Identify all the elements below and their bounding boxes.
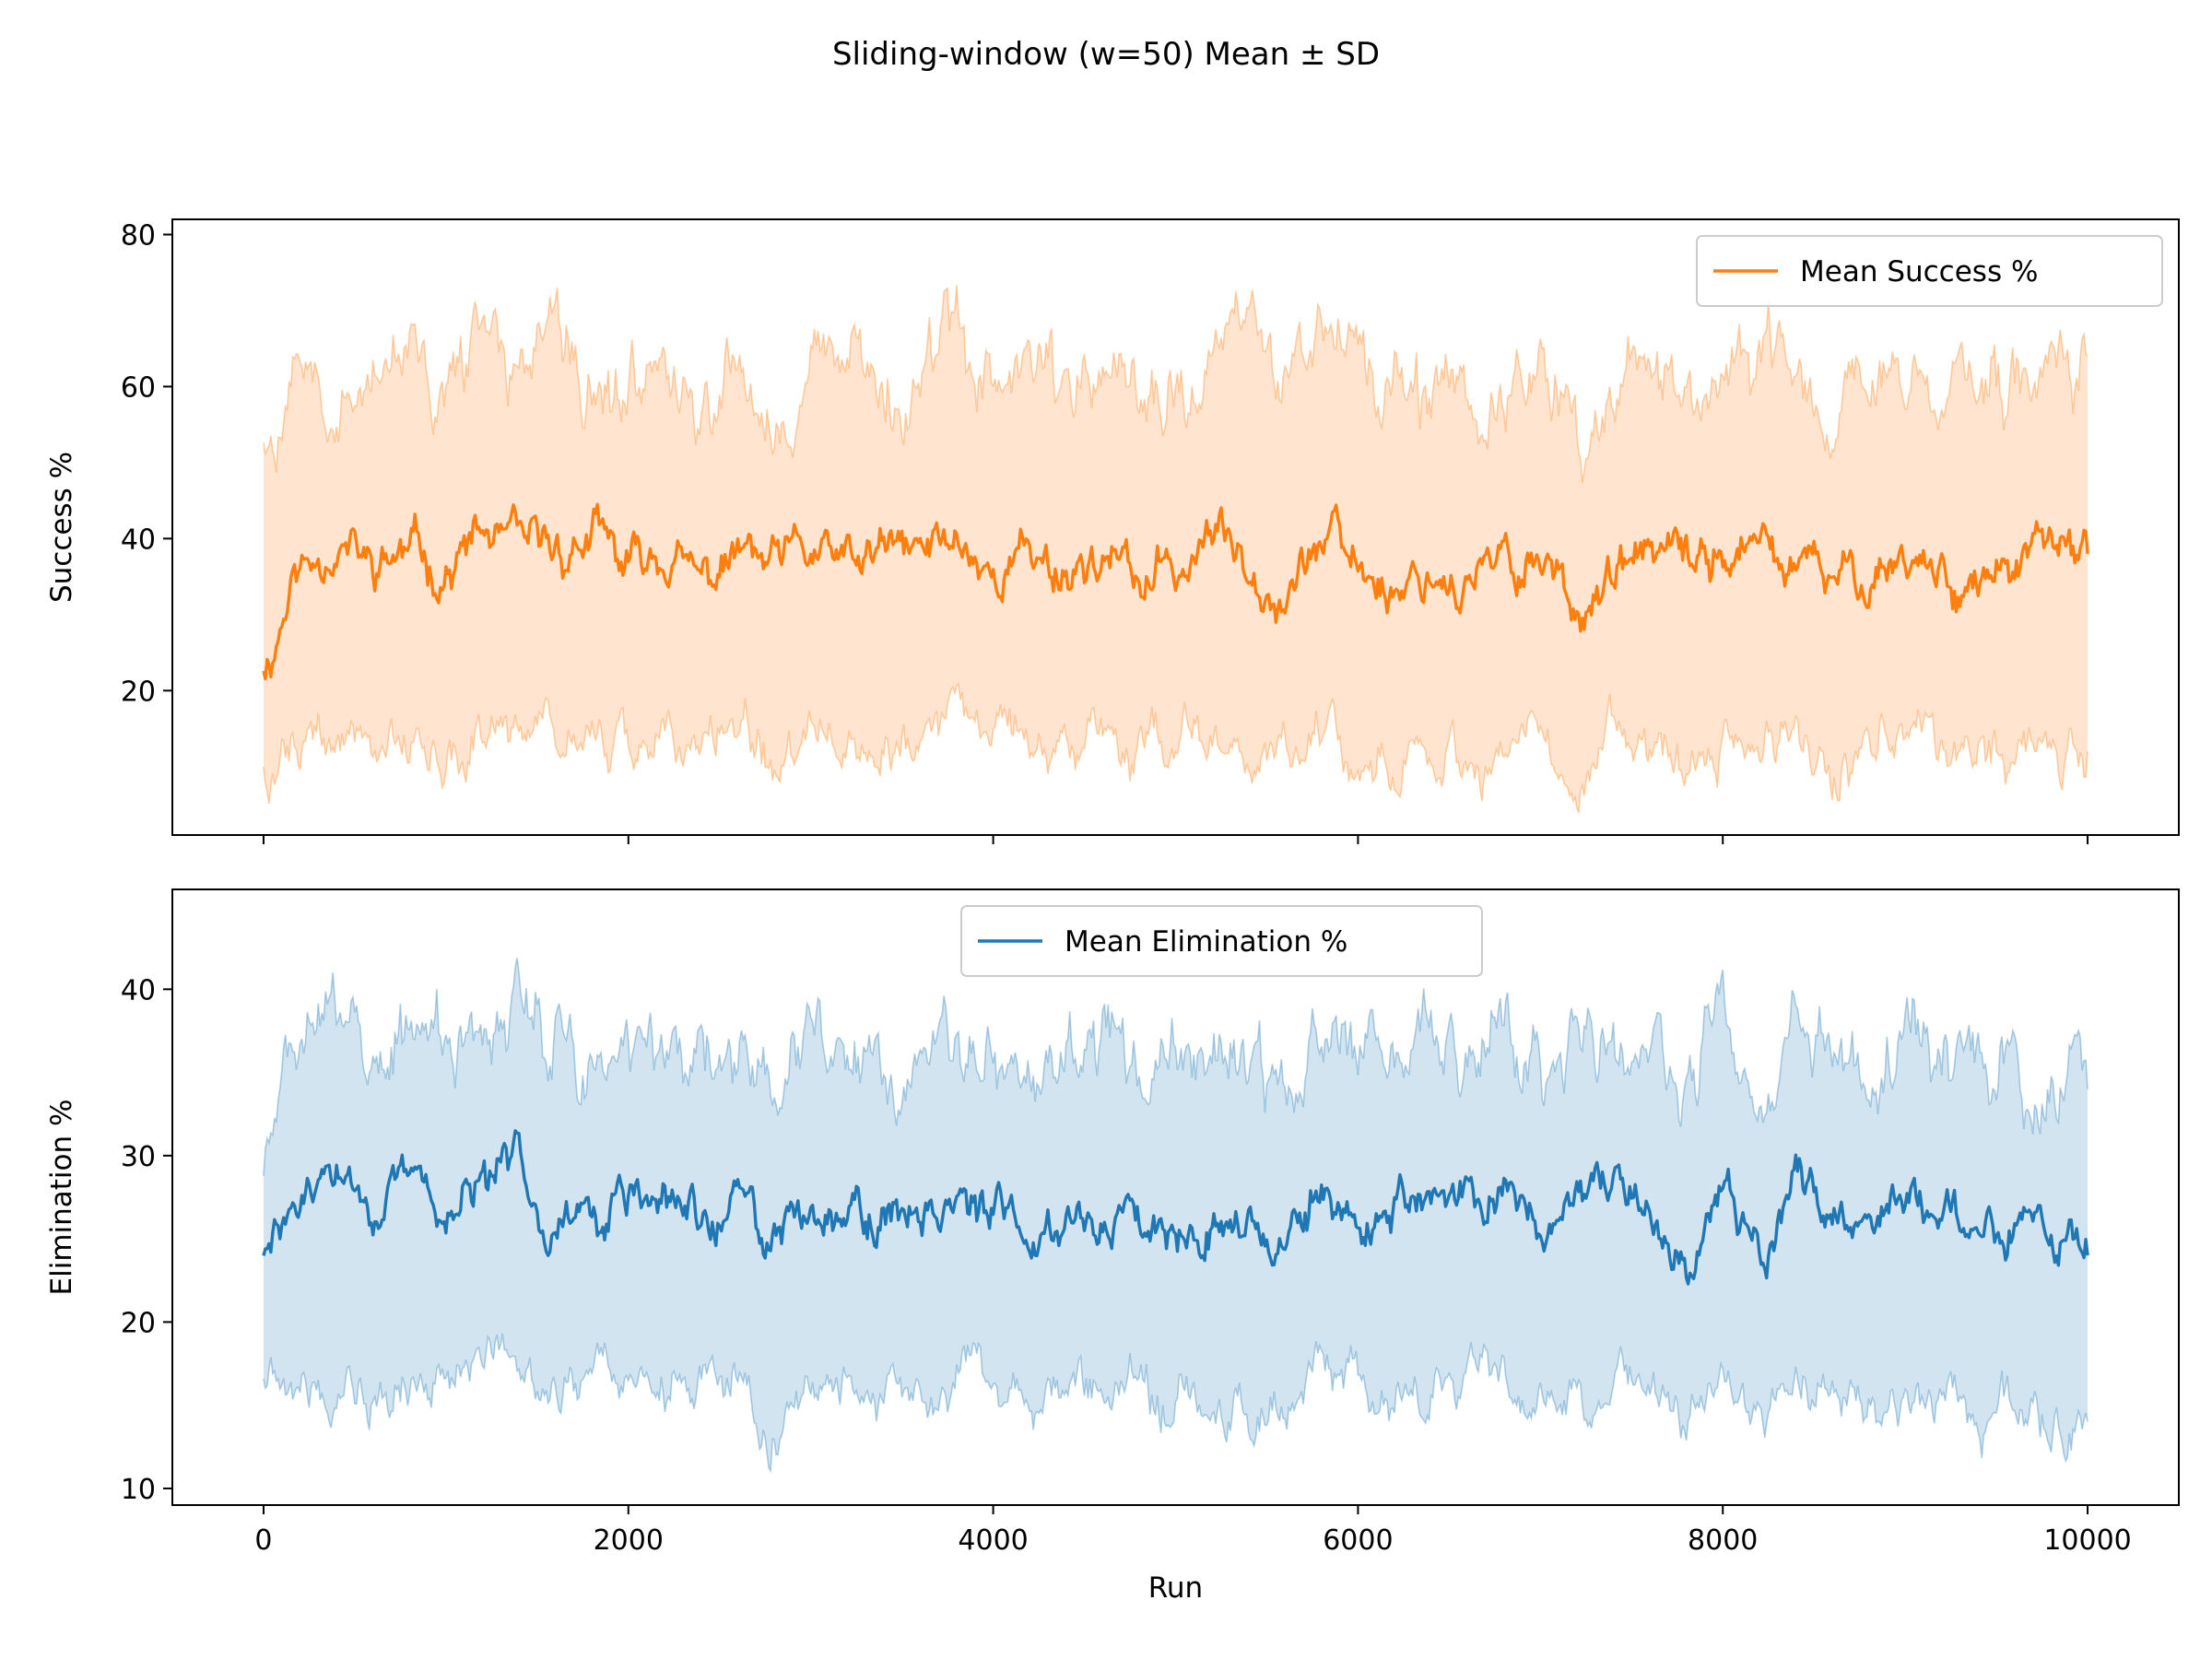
elimination-panel: 0 2000 4000 6000 8000 10000 10 20 30 40 Eliminatio… [45,888,2180,1605]
elimination-xtick-label: 10000 [2043,1524,2131,1557]
success-lower-edge [263,682,2088,814]
elimination-xtick-label: 4000 [958,1524,1028,1557]
elimination-lower-edge [263,1333,2088,1474]
success-ytick-label: 60 [121,371,156,404]
elimination-xtick-label: 0 [254,1524,272,1557]
elimination-axes-frame [171,888,2180,1506]
elimination-ytick-label: 30 [121,1141,156,1173]
success-panel: 20 40 60 80 Success % Mean Success % [45,218,2180,844]
success-ytick-label: 20 [121,676,156,708]
success-mean-line [262,502,2089,681]
success-legend-label: Mean Success % [1800,255,2038,288]
elimination-plot-area [262,958,2089,1474]
success-ytick-label: 40 [121,524,156,556]
elimination-ylabel: Elimination % [45,1100,78,1296]
elimination-ytick-label: 40 [121,974,156,1006]
elimination-upper-edge [263,958,2088,1177]
success-axes-frame [171,218,2180,836]
elimination-mean-line [262,1129,2089,1286]
elimination-xtick-label: 2000 [594,1524,664,1557]
success-legend-box [1696,235,2163,307]
elimination-legend-box [960,905,1483,977]
figure-title: Sliding-window (w=50) Mean ± SD [832,36,1380,73]
elimination-xlabel: Run [1148,1571,1203,1605]
success-ytick-label: 80 [121,219,156,252]
elimination-legend-label: Mean Elimination % [1065,925,1347,959]
success-sd-band [263,285,2088,813]
elimination-ytick-label: 20 [121,1307,156,1339]
elimination-legend: Mean Elimination % [960,905,1483,977]
success-ylabel: Success % [45,452,78,603]
elimination-xtick-label: 8000 [1688,1524,1758,1557]
success-upper-edge [263,285,2088,483]
success-legend: Mean Success % [1696,235,2163,307]
elimination-xtick-label: 6000 [1323,1524,1393,1557]
elimination-sd-band [263,958,2088,1471]
success-plot-area [262,285,2089,814]
elimination-ytick-label: 10 [121,1474,156,1506]
